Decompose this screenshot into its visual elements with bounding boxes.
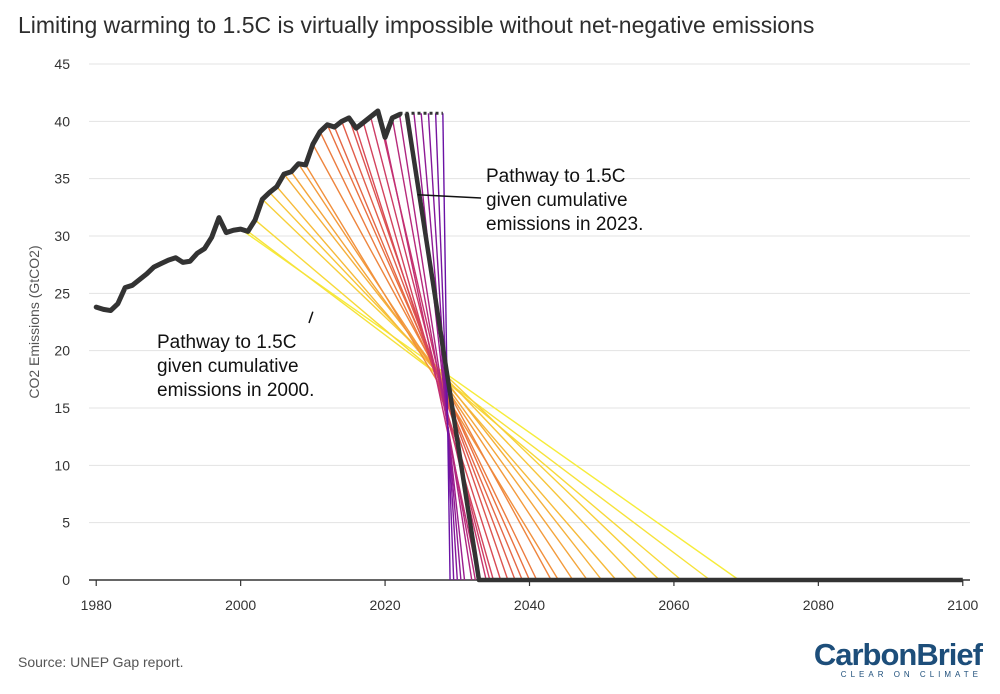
pathway-line bbox=[413, 113, 466, 581]
y-axis-title: CO2 Emissions (GtCO2) bbox=[26, 245, 42, 398]
pathway-line bbox=[261, 198, 660, 581]
y-tick-label: 15 bbox=[54, 400, 70, 416]
historical-line bbox=[93, 108, 403, 314]
pathway-line bbox=[442, 113, 451, 581]
pathway-line bbox=[269, 191, 639, 581]
annotation-2023-text: given cumulative bbox=[486, 190, 628, 211]
pathway-lines bbox=[240, 110, 740, 581]
pathway-line bbox=[391, 117, 477, 581]
y-tick-label: 20 bbox=[54, 343, 70, 359]
y-tick-label: 30 bbox=[54, 228, 70, 244]
source-note: Source: UNEP Gap report. bbox=[18, 654, 184, 670]
x-tick-label: 2080 bbox=[803, 597, 834, 613]
x-tick-label: 2100 bbox=[947, 597, 978, 613]
highlight-pathway-2023 bbox=[404, 112, 963, 583]
logo-wordmark: CarbonBrief bbox=[813, 637, 983, 672]
y-tick-label: 0 bbox=[62, 572, 70, 588]
pathway-line bbox=[247, 230, 711, 581]
historical-emissions bbox=[93, 108, 403, 314]
annotation-2000-text: emissions in 2000. bbox=[157, 380, 314, 401]
y-tick-label: 10 bbox=[54, 457, 70, 473]
pathway-line bbox=[240, 228, 740, 581]
annotation-2023-text: emissions in 2023. bbox=[486, 214, 643, 235]
pathway-line bbox=[384, 137, 480, 581]
annotation-2000-text: given cumulative bbox=[157, 356, 299, 377]
logo-tagline: CLEAR ON CLIMATE bbox=[840, 670, 982, 679]
x-tick-label: 2060 bbox=[658, 597, 689, 613]
annotation-2023-leader bbox=[417, 193, 482, 199]
x-tick-label: 2020 bbox=[369, 597, 400, 613]
y-tick-label: 45 bbox=[54, 56, 70, 72]
x-tick-label: 1980 bbox=[81, 597, 112, 613]
annotations: Pathway to 1.5C given cumulative emissions… bbox=[157, 166, 643, 401]
pathway-line bbox=[355, 128, 502, 581]
y-axis-ticks: 0 5 10 15 20 25 30 35 40 45 bbox=[54, 56, 70, 588]
y-tick-label: 5 bbox=[62, 515, 70, 531]
x-axis-ticks: 1980 2000 2020 2040 2060 2080 2100 bbox=[81, 579, 979, 613]
y-tick-label: 25 bbox=[54, 285, 70, 301]
grid-lines bbox=[89, 63, 970, 524]
x-tick-label: 2040 bbox=[514, 597, 545, 613]
annotation-2023-text: Pathway to 1.5C bbox=[486, 166, 625, 187]
y-tick-label: 40 bbox=[54, 113, 70, 129]
chart-title: Limiting warming to 1.5C is virtually im… bbox=[18, 12, 815, 38]
annotation-2000-text: Pathway to 1.5C bbox=[157, 332, 296, 353]
pathway-line bbox=[254, 219, 682, 581]
pathway-line bbox=[398, 114, 473, 581]
pathway-line bbox=[362, 122, 495, 581]
annotation-2000-leader bbox=[308, 311, 314, 324]
y-tick-label: 35 bbox=[54, 171, 70, 187]
highlight-pathway bbox=[404, 112, 963, 583]
pathway-line bbox=[305, 164, 559, 581]
x-tick-label: 2000 bbox=[225, 597, 256, 613]
carbon-brief-logo: CarbonBrief CLEAR ON CLIMATE bbox=[813, 637, 983, 680]
